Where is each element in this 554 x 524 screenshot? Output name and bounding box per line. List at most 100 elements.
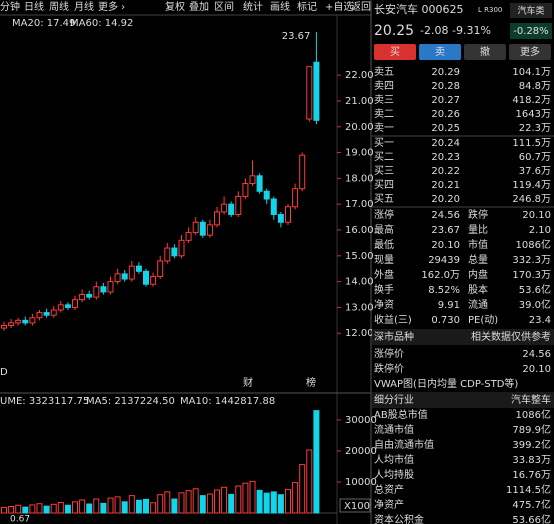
- volume-bar: [157, 494, 164, 514]
- fundamental-label: 总资产: [374, 483, 404, 496]
- trade-button-label[interactable]: 撤: [480, 45, 490, 58]
- vwap-link[interactable]: VWAP图(日内均量 CDP-STD等): [374, 377, 518, 390]
- volume-bar: [114, 496, 121, 514]
- stat-label: 涨停: [374, 208, 394, 221]
- market-label: 深市品种: [374, 330, 414, 343]
- fundamental-label: AB股总市值: [374, 408, 428, 421]
- volume-bar: [221, 486, 228, 514]
- volume-bar: [22, 506, 29, 514]
- candle-body: [100, 286, 107, 293]
- candle-body: [128, 265, 135, 280]
- stat-value: 23.4: [529, 315, 551, 326]
- volume-bar: [285, 488, 291, 514]
- candle-body: [93, 286, 100, 298]
- change: -2.08: [420, 24, 448, 37]
- candle-body: [249, 175, 256, 185]
- toolbar-item[interactable]: 返回: [351, 1, 371, 13]
- toolbar-item[interactable]: 区间: [214, 0, 234, 13]
- y-tick-label: 18.00: [345, 173, 374, 184]
- volume-bar: [313, 410, 320, 514]
- candle-body: [292, 188, 299, 208]
- limit-label: 跌停价: [374, 362, 404, 375]
- toolbar-item[interactable]: 日线: [24, 0, 44, 13]
- book-label: 买二: [374, 151, 394, 163]
- book-price: 20.26: [431, 109, 460, 120]
- ma-label: MA10: 1442817.88: [180, 396, 275, 407]
- trade-button[interactable]: [464, 44, 506, 60]
- fundamental-value: 399.2亿: [512, 438, 551, 451]
- volume-bar: [15, 504, 22, 514]
- candle-body: [178, 239, 185, 257]
- volume-bar: [50, 503, 57, 514]
- volume-bar: [128, 495, 135, 514]
- trade-button-label[interactable]: 更多: [520, 45, 540, 58]
- volume-bar: [206, 493, 213, 514]
- candle-body: [299, 154, 306, 190]
- candle-body: [164, 247, 171, 262]
- change-pct: -9.31%: [452, 24, 491, 37]
- event-marker: 榜: [306, 376, 316, 389]
- trade-button[interactable]: [374, 44, 416, 60]
- toolbar-item[interactable]: 月线: [74, 0, 94, 13]
- toolbar-item[interactable]: 周线: [49, 0, 69, 13]
- y-tick-label: 12.00: [345, 328, 374, 339]
- book-volume: 1643万: [516, 109, 551, 120]
- y-tick-label: 30000: [345, 415, 377, 426]
- toolbar-item[interactable]: 画线: [270, 0, 290, 13]
- stat-label: 股本: [468, 283, 488, 296]
- toolbar-item[interactable]: +自选: [325, 0, 353, 13]
- candle-body: [150, 275, 157, 285]
- toolbar-item[interactable]: 标记: [297, 1, 317, 13]
- candle-body: [235, 195, 242, 216]
- candle-body: [29, 317, 36, 324]
- toolbar-item[interactable]: 更多 ›: [98, 0, 125, 13]
- candle-body: [79, 294, 86, 301]
- y-tick-label: 17.00: [345, 199, 374, 210]
- trade-button-label[interactable]: 买: [390, 46, 400, 58]
- toolbar-item[interactable]: 统计: [243, 0, 263, 13]
- book-label: 买五: [374, 193, 394, 205]
- stock-name: 长安汽车 000625: [374, 2, 464, 16]
- limit-label: 涨停价: [374, 347, 404, 360]
- ma-label: MA60: 14.92: [70, 18, 133, 29]
- candle-body: [64, 304, 71, 308]
- candle-body: [114, 273, 121, 283]
- volume-bar: [107, 497, 114, 514]
- trade-button-label[interactable]: 卖: [435, 46, 445, 58]
- trade-button[interactable]: [419, 44, 461, 60]
- volume-bar: [235, 485, 242, 514]
- candle-body: [206, 224, 213, 236]
- book-label: 卖四: [374, 80, 394, 92]
- volume-bar: [192, 488, 199, 514]
- volume-bar: [249, 480, 256, 514]
- candle-body: [242, 183, 249, 197]
- candle-body: [277, 214, 284, 223]
- sector-name[interactable]: 汽车类: [517, 5, 544, 17]
- stat-value: 1086亿: [516, 238, 551, 251]
- book-label: 卖二: [374, 108, 394, 120]
- volume-bar: [164, 491, 171, 514]
- stat-value: 162.0万: [421, 270, 460, 281]
- toolbar-item[interactable]: 分钟: [0, 0, 20, 13]
- candle-body: [199, 221, 206, 236]
- fundamental-label: 自由流通市值: [374, 438, 434, 451]
- stat-value: 9.91: [438, 300, 460, 311]
- volume-bar: [8, 505, 15, 514]
- trade-button[interactable]: [509, 44, 551, 60]
- book-price: 20.21: [431, 180, 460, 191]
- volume-bar: [121, 501, 128, 514]
- volume-bar: [256, 489, 263, 514]
- fundamental-label: 流通市值: [374, 423, 414, 436]
- toolbar-item[interactable]: 叠加: [189, 1, 209, 13]
- stat-label: PE(动): [468, 314, 498, 326]
- stat-value: 8.52%: [428, 285, 460, 296]
- volume-bar: [79, 499, 86, 514]
- y-tick-label: 19.00: [345, 148, 374, 159]
- volume-bar: [292, 482, 299, 514]
- stat-label: 跌停: [468, 208, 488, 221]
- toolbar-item[interactable]: 复权: [165, 0, 185, 13]
- volume-bar: [270, 491, 277, 514]
- book-volume: 22.3万: [519, 123, 551, 134]
- stat-label: 最低: [374, 238, 394, 251]
- candle-body: [1, 324, 7, 329]
